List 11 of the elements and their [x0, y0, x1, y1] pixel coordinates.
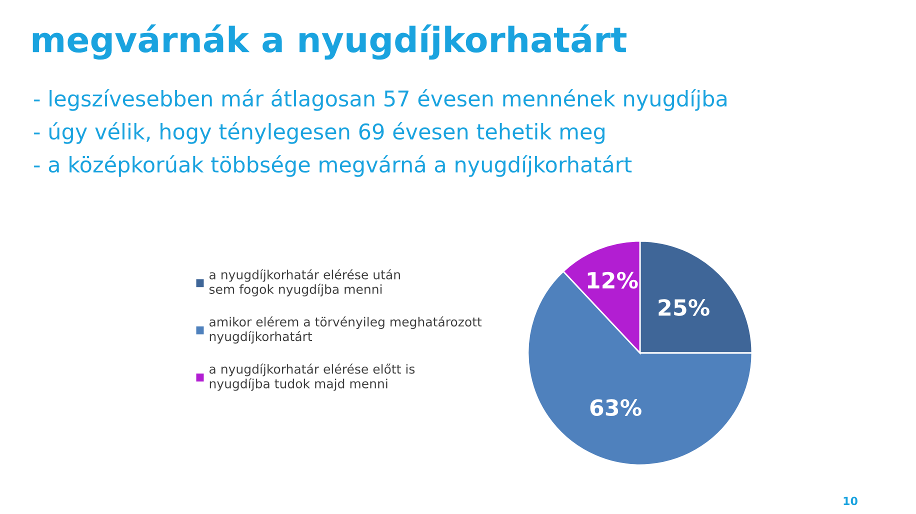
legend-label: a nyugdíjkorhatár elérése után sem fogok nyugdíjba menni: [209, 269, 400, 296]
data-label: 63%: [590, 399, 642, 416]
data-label: 25%: [658, 299, 710, 316]
legend-label: a nyugdíjkorhatár elérése előtt is nyugdíjba tudok majd menni: [210, 364, 415, 391]
legend-label: amikor elérem a törvényileg meghatározott nyugdíjkorhatárt: [210, 316, 482, 344]
text: - úgy vélik, hogy ténylegesen 69 évesen tehetik meg: [34, 122, 604, 144]
data-label: 12%: [588, 272, 638, 289]
text: - legszívesebben már átlagosan 57 évesen mennének nyugdíjba: [34, 89, 726, 111]
text: - a középkorúak többsége megvárná a nyugdíjkorhatárt: [34, 155, 632, 177]
chart-title: megvárnák a nyugdíjkorhatárt: [32, 24, 626, 60]
text: 10: [844, 496, 858, 506]
